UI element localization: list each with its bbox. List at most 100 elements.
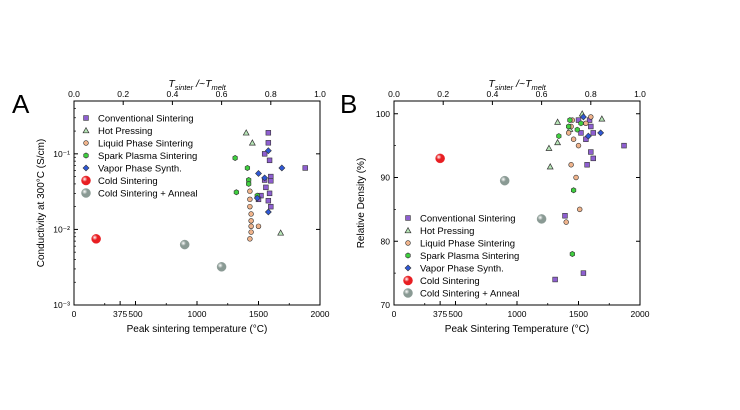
panel-b-legend-marker-cold-sintering-anneal xyxy=(403,288,413,298)
panel-a-x-axis-label: Peak sintering temperature (°C) xyxy=(127,324,268,335)
panel-a-point-vapor-phase-synth xyxy=(255,170,262,177)
panel-b-point-hot-pressing xyxy=(546,163,554,170)
panel-a-point-conventional-sintering xyxy=(302,165,308,171)
panel-a-point-vapor-phase-synth xyxy=(264,208,272,216)
panel-b-point-cold-sintering-anneal xyxy=(499,175,510,186)
panel-b-point-cold-sintering xyxy=(435,153,445,164)
panel-a-point-liquid-phase-sintering xyxy=(247,196,253,203)
panel-a-legend-marker-cold-sintering-anneal xyxy=(81,188,91,198)
panel-a-legend-label-spark-plasma-sintering: Spark Plasma Sintering xyxy=(98,151,197,162)
panel-a-legend-marker-cold-sintering xyxy=(81,175,91,186)
panel-a-legend-label-cold-sintering: Cold Sintering xyxy=(98,176,158,187)
panel-b-y-tick-label: 100 xyxy=(376,109,390,119)
panel-a-x-tick-label: 1000 xyxy=(188,309,207,319)
panel-b-point-liquid-phase-sintering xyxy=(565,130,572,136)
panel-b-top-tick-label: 0.8 xyxy=(585,89,597,99)
panel-a-point-vapor-phase-synth xyxy=(278,164,286,172)
panel-b-point-spark-plasma-sintering xyxy=(569,251,575,257)
panel-a-y-tick-label: 10⁻² xyxy=(53,224,70,234)
panel-a-point-liquid-phase-sintering xyxy=(255,223,262,229)
panel-a-y-axis-label: Conductivity at 300°C (S/cm) xyxy=(36,139,47,268)
panel-b-top-tick-label: 0.0 xyxy=(388,89,400,99)
panel-b-point-conventional-sintering xyxy=(588,123,594,130)
panel-b-top-tick-label: 1.0 xyxy=(634,89,646,99)
panel-b-x-tick-label: 1500 xyxy=(569,309,588,319)
panel-a-point-conventional-sintering xyxy=(265,130,272,136)
panel-b-point-vapor-phase-synth xyxy=(597,129,605,137)
panel-b-y-tick-label: 80 xyxy=(381,236,391,246)
panel-b-point-liquid-phase-sintering xyxy=(577,206,583,213)
panel-a-legend-marker-vapor-phase-synth xyxy=(82,164,90,172)
panel-a-chart: 0 375 500 1000 1500 2000 0.0 0.2 0.4 0.6 0.8 1.0 10⁻… xyxy=(36,78,330,335)
panel-b-legend-label-conventional-sintering: Conventional Sintering xyxy=(420,214,516,225)
panel-a-top-tick-label: 0.2 xyxy=(117,89,129,99)
panel-a-point-cold-sintering xyxy=(91,234,101,244)
panel-a-point-spark-plasma-sintering xyxy=(244,164,251,171)
panel-b-legend-marker-cold-sintering xyxy=(403,275,413,286)
panel-a-point-spark-plasma-sintering xyxy=(232,155,238,162)
panel-a-point-cold-sintering-anneal xyxy=(216,262,227,272)
panel-b-point-vapor-phase-synth xyxy=(579,113,587,121)
panel-b-point-liquid-phase-sintering xyxy=(568,162,574,168)
panel-a-y-tick-label: 10⁻³ xyxy=(53,300,70,310)
panel-a-top-tick-label: 0.6 xyxy=(216,89,228,99)
panel-b-point-conventional-sintering xyxy=(590,155,596,162)
panel-b-point-conventional-sintering xyxy=(552,276,558,283)
panel-b-top-tick-label: 0.2 xyxy=(437,89,449,99)
panel-a-point-spark-plasma-sintering xyxy=(233,189,239,196)
panel-a-point-conventional-sintering xyxy=(268,203,274,210)
panel-a-legend-marker-liquid-phase-sintering xyxy=(83,140,89,146)
panel-a-point-conventional-sintering xyxy=(261,151,268,157)
panel-a-point-vapor-phase-synth xyxy=(261,174,269,182)
panel-a-x-tick-label: 500 xyxy=(128,309,142,319)
panel-b-point-liquid-phase-sintering xyxy=(573,174,579,181)
panel-b-x-tick-label: 0 xyxy=(392,309,397,319)
panel-b-point-conventional-sintering xyxy=(580,270,587,276)
panel-b-y-tick-label: 90 xyxy=(381,173,391,183)
panel-a-legend-marker-hot-pressing xyxy=(82,126,90,134)
panel-b-point-hot-pressing xyxy=(545,144,553,151)
panel-b-x-axis-label: Peak Sintering Temperature (°C) xyxy=(445,324,589,335)
panel-b-point-conventional-sintering xyxy=(584,162,590,168)
panel-b-y-tick-label: 70 xyxy=(381,300,391,310)
panel-a-x-tick-label: 375 xyxy=(113,309,127,319)
panel-b-x-tick-label: 2000 xyxy=(631,309,650,319)
panel-a-y-tick-label: 10⁻¹ xyxy=(53,149,70,159)
panel-a-point-conventional-sintering xyxy=(265,140,272,146)
panel-a-top-tick-label: 0.4 xyxy=(166,89,178,99)
panel-a-point-liquid-phase-sintering xyxy=(248,211,254,217)
panel-b-point-conventional-sintering xyxy=(621,142,627,149)
panel-a-legend-label-conventional-sintering: Conventional Sintering xyxy=(98,114,194,125)
panel-a-point-cold-sintering-anneal xyxy=(179,239,190,250)
panel-a-top-axis-label: Tsinter /~Tmelt xyxy=(168,78,226,92)
panel-a-point-vapor-phase-synth xyxy=(253,194,261,202)
panel-a-point-conventional-sintering xyxy=(265,197,272,204)
panel-a-x-tick-label: 2000 xyxy=(311,309,330,319)
panel-a-point-conventional-sintering xyxy=(268,178,274,184)
panel-a-point-liquid-phase-sintering xyxy=(247,203,253,210)
panel-a-legend-label-liquid-phase-sintering: Liquid Phase Sintering xyxy=(98,139,193,150)
panel-a-point-conventional-sintering xyxy=(266,157,273,164)
panel-b-point-spark-plasma-sintering xyxy=(567,117,573,124)
panel-b-chart: 0 375 500 1000 1500 2000 0.0 0.2 0.4 0.6 0.8 1.0 70 8… xyxy=(356,78,650,335)
panel-b-legend-label-cold-sintering: Cold Sintering xyxy=(420,276,480,287)
panel-b-point-conventional-sintering xyxy=(588,149,594,155)
panel-b-top-tick-label: 0.6 xyxy=(536,89,548,99)
panel-a-point-liquid-phase-sintering xyxy=(247,236,253,242)
panel-a-top-tick-label: 0.0 xyxy=(68,89,80,99)
panel-b-top-tick-label: 0.4 xyxy=(486,89,498,99)
panel-b-legend-marker-vapor-phase-synth xyxy=(404,264,412,272)
panel-a-point-liquid-phase-sintering xyxy=(248,223,254,229)
panel-b-point-cold-sintering-anneal xyxy=(536,214,547,224)
panel-a-point-vapor-phase-synth xyxy=(264,147,272,155)
panel-a-point-hot-pressing xyxy=(277,229,285,236)
panel-b-point-liquid-phase-sintering xyxy=(583,120,589,127)
panel-b-point-hot-pressing xyxy=(554,118,562,125)
panel-b-point-conventional-sintering xyxy=(578,130,584,136)
panel-b-legend-marker-conventional-sintering xyxy=(405,215,411,221)
panel-b-legend-marker-spark-plasma-sintering xyxy=(405,252,411,259)
panel-b-point-conventional-sintering xyxy=(590,130,596,136)
panel-a-point-conventional-sintering xyxy=(263,184,269,191)
panel-b-point-spark-plasma-sintering xyxy=(578,120,584,127)
